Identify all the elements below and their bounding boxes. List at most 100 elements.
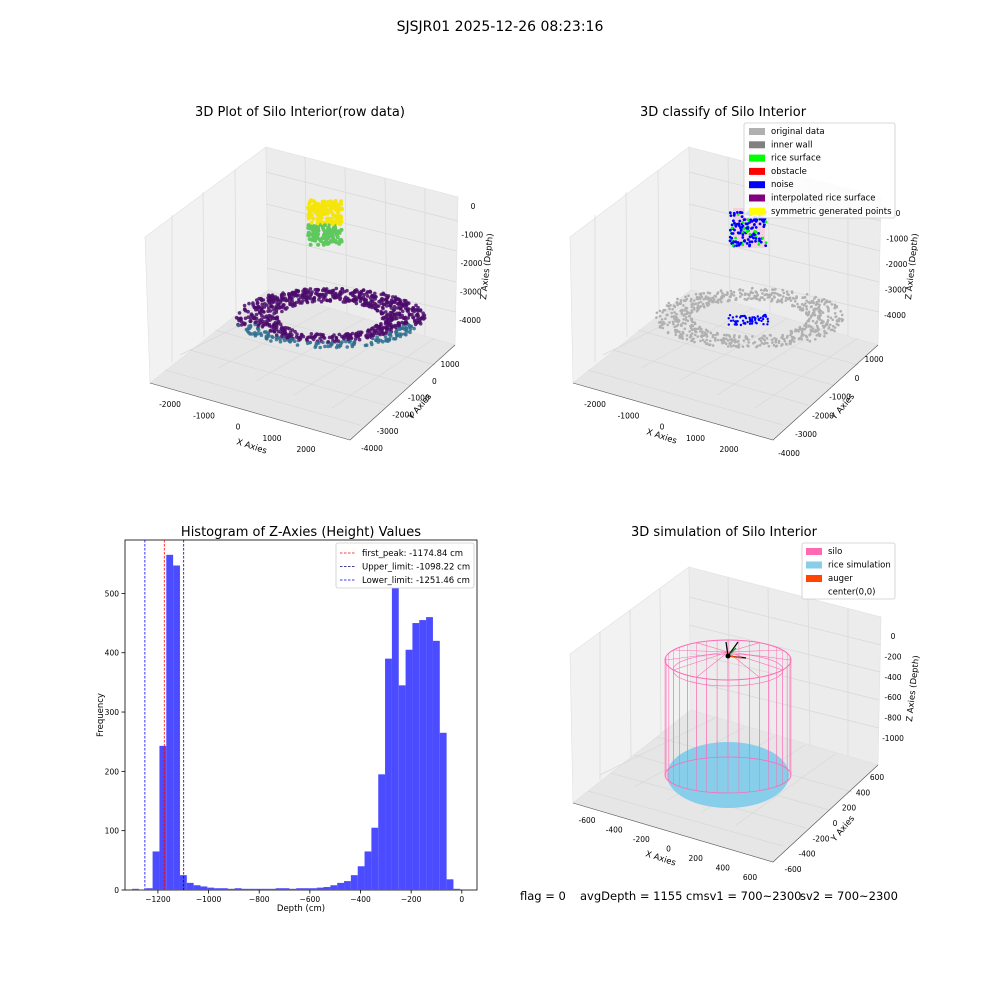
histogram-bar [371, 827, 379, 890]
panel-classify-x-ticks: -2000 -1000 0 1000 2000 [584, 400, 739, 454]
classify-original-point [690, 318, 693, 322]
figure-title: SJSJR01 2025-12-26 08:23:16 [397, 19, 604, 35]
classify-top-point [763, 223, 766, 227]
histogram-bar [152, 851, 160, 890]
classify-original-point [807, 319, 810, 323]
raw-floor-point [395, 311, 399, 316]
raw-floor-point [382, 316, 386, 321]
classify-original-point [780, 344, 783, 347]
classify-original-point [725, 334, 728, 337]
raw-top-point [309, 214, 314, 219]
classify-top-point [733, 228, 736, 232]
raw-floor-point [353, 337, 358, 341]
classify-original-point [734, 344, 738, 348]
classify-original-point [706, 297, 709, 301]
classify-top-point [732, 219, 735, 223]
classify-original-point [800, 334, 803, 338]
raw-ztick-3: -3000 [460, 288, 482, 297]
raw-floor-point [314, 343, 318, 348]
classify-original-point [689, 326, 693, 330]
raw-floor-point [345, 345, 350, 349]
classify-original-point [794, 297, 798, 300]
raw-floor-point [395, 306, 399, 310]
classify-original-point [678, 336, 682, 340]
raw-floor-point [404, 299, 408, 303]
histogram-reference-lines [144, 540, 185, 890]
raw-floor-point [393, 295, 398, 299]
classify-top-point [749, 218, 753, 222]
classify-top-point [752, 219, 756, 222]
raw-floor-point [369, 340, 374, 345]
classify-legend-label-1: inner wall [771, 140, 812, 150]
raw-floor-point [333, 339, 337, 344]
raw-top-point [330, 239, 334, 244]
classify-original-point [709, 297, 712, 300]
classify-top-point [745, 242, 749, 245]
silo-roof-wire [696, 651, 729, 678]
classify-top-point [735, 241, 739, 244]
classify-original-point [804, 334, 808, 338]
raw-top-point [335, 235, 340, 239]
histogram-ytick-4: 400 [105, 649, 120, 658]
raw-floor-point [379, 311, 384, 315]
classify-original-point [794, 329, 797, 333]
status-flag: flag = 0 [520, 889, 566, 903]
raw-top-point [337, 241, 342, 246]
classify-original-point [721, 292, 724, 295]
classify-original-point [694, 292, 698, 296]
raw-floor-point [273, 295, 278, 299]
classify-top-point [754, 226, 758, 229]
raw-floor-point [332, 333, 336, 337]
classify-original-point [807, 301, 810, 304]
raw-top-point [333, 225, 337, 230]
raw-floor-point [251, 301, 255, 305]
classify-top-point [728, 239, 732, 243]
raw-floor-point [404, 332, 408, 337]
cls-ytick-2: -1000 [829, 393, 851, 402]
raw-floor-point [337, 332, 342, 337]
panel-classify-legend: original data inner wall rice surface obsta… [743, 122, 896, 219]
classify-original-point [749, 290, 753, 294]
classify-original-point [834, 315, 837, 319]
histogram-bar [138, 889, 146, 890]
raw-floor-point [326, 344, 330, 349]
classify-original-point [708, 339, 712, 343]
raw-floor-point [259, 298, 264, 302]
raw-top-point [314, 234, 319, 239]
classify-original-point [726, 339, 730, 342]
classify-noise-point [727, 323, 730, 326]
histogram-ytick-2: 200 [105, 767, 120, 776]
raw-top-point [333, 229, 338, 234]
classify-original-point [693, 322, 697, 326]
classify-noise-point [739, 323, 743, 327]
classify-original-point [777, 341, 781, 345]
histogram-bar [173, 565, 180, 890]
raw-floor-point [329, 341, 333, 346]
classify-noise-point [759, 316, 762, 320]
raw-top-point [319, 213, 324, 218]
histogram-bar [234, 888, 242, 890]
raw-floor-point [257, 309, 262, 314]
classify-original-point [809, 329, 813, 332]
histogram-bar [262, 888, 269, 890]
classify-original-point [805, 292, 809, 296]
panel-simulation-x-ticks: -600 -400 -200 0 200 400 600 [578, 816, 757, 882]
classify-original-point [696, 297, 700, 301]
histogram-bar [364, 851, 372, 890]
raw-xtick-1: -1000 [193, 411, 215, 420]
raw-top-point [329, 220, 334, 225]
classify-top-point [733, 212, 736, 216]
classify-top-point [753, 223, 756, 226]
classify-top-point [741, 243, 745, 247]
raw-floor-point [254, 320, 259, 324]
classify-original-point [828, 300, 831, 304]
silo-roof-wire [727, 649, 783, 653]
raw-floor-point [266, 309, 270, 314]
classify-top-point [738, 219, 742, 223]
classify-original-point [796, 302, 799, 306]
histogram-bar [398, 685, 406, 890]
classify-original-point [685, 310, 688, 313]
raw-floor-point [357, 337, 362, 342]
raw-floor-point [259, 333, 264, 338]
classify-original-point [672, 322, 675, 326]
